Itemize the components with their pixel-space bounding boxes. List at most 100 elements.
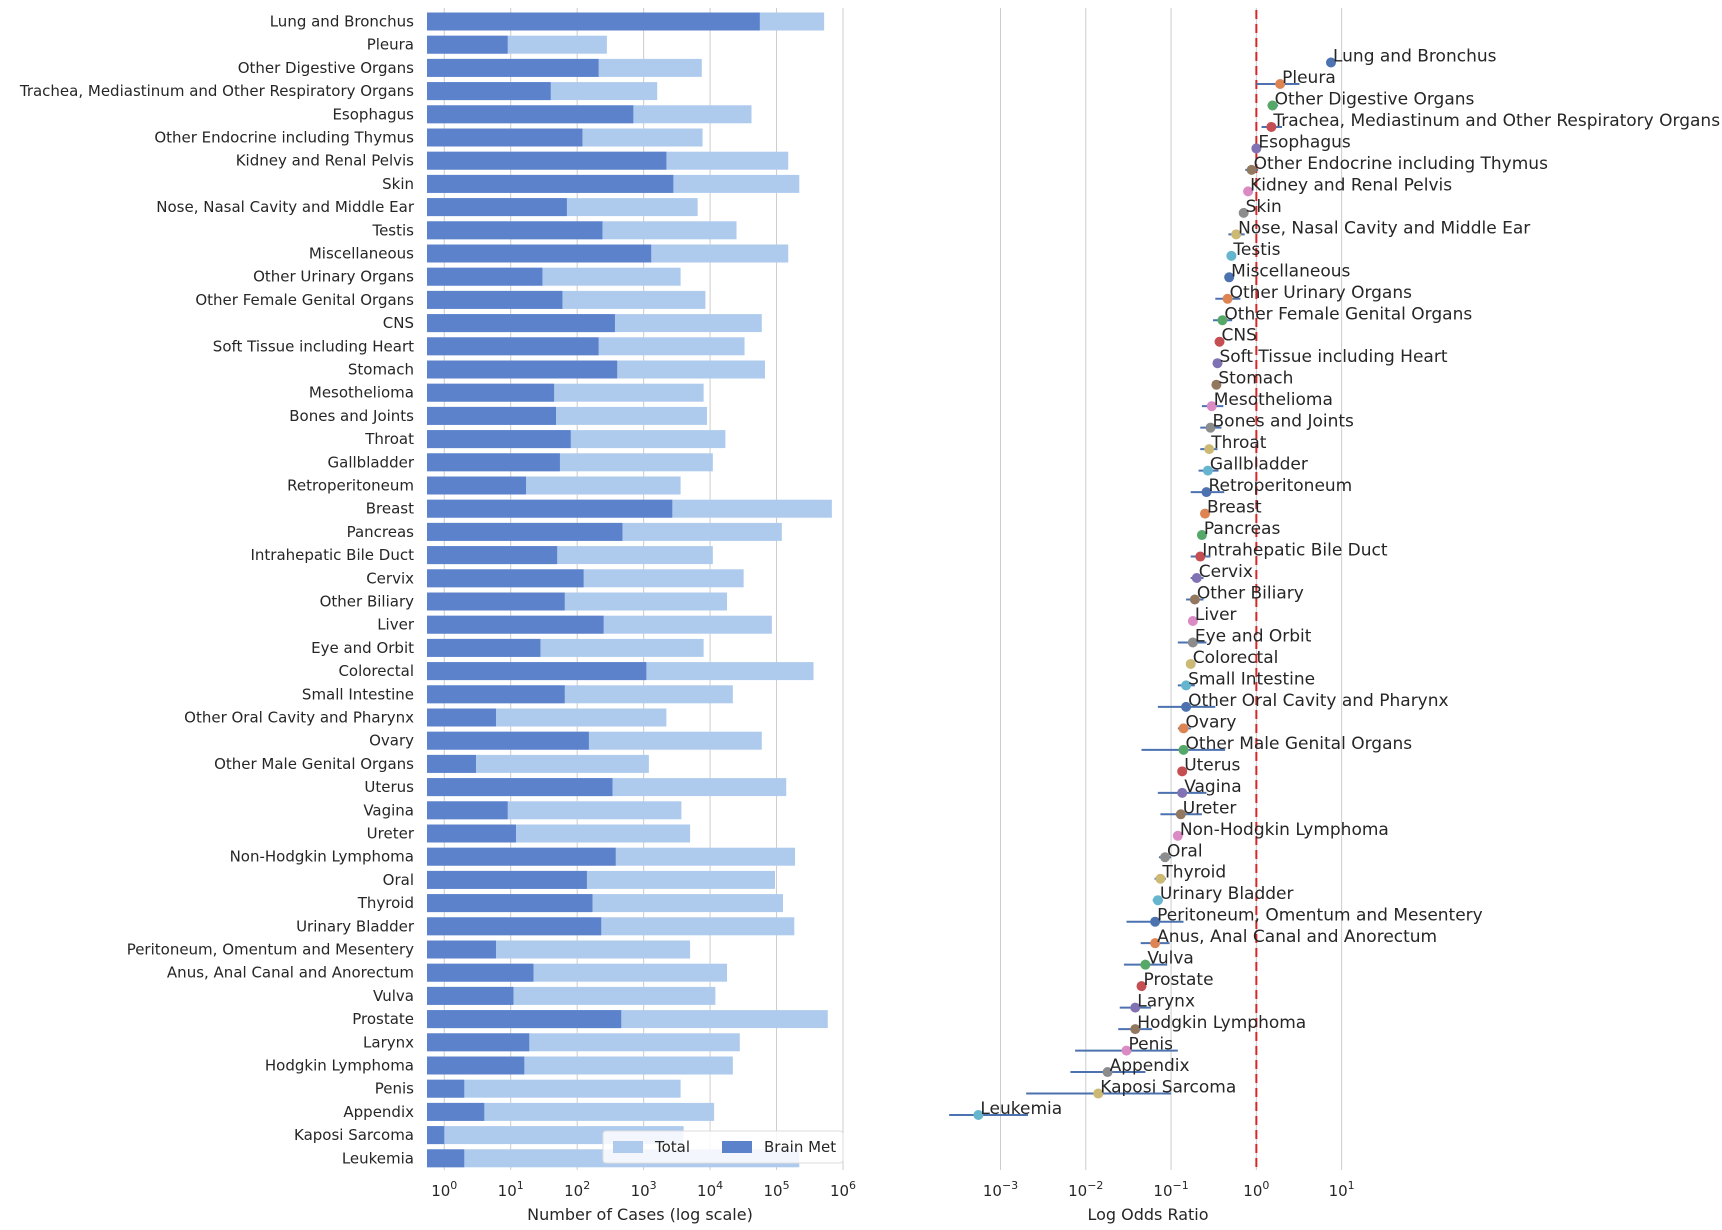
point-throat	[1204, 444, 1215, 455]
point-other-endocrine-including-thymus	[1246, 164, 1257, 175]
category-label-vagina: Vagina	[363, 801, 414, 819]
left-x-tick-label: 105	[763, 1179, 789, 1200]
annotation-vagina: Vagina	[1184, 777, 1241, 797]
bar-brain-met-non-hodgkin-lymphoma	[427, 847, 616, 866]
bar-brain-met-pleura	[427, 35, 508, 54]
bar-brain-met-oral	[427, 870, 587, 889]
point-eye-and-orbit	[1187, 637, 1198, 648]
category-label-anus-anal-canal-and-anorectum: Anus, Anal Canal and Anorectum	[167, 964, 414, 982]
odds-ratio-points	[973, 57, 1336, 1121]
point-appendix	[1102, 1067, 1113, 1078]
point-ovary	[1178, 723, 1189, 734]
left-bars	[427, 12, 832, 1168]
bar-brain-met-urinary-bladder	[427, 917, 602, 936]
bar-brain-met-other-male-genital-organs	[427, 754, 476, 773]
category-label-stomach: Stomach	[348, 361, 414, 379]
right-x-tick-label: 10−3	[983, 1179, 1018, 1200]
point-vulva	[1140, 959, 1151, 970]
point-non-hodgkin-lymphoma	[1172, 830, 1183, 841]
bar-brain-met-lung-and-bronchus	[427, 12, 760, 31]
bar-brain-met-vagina	[427, 801, 508, 820]
category-label-other-oral-cavity-and-pharynx: Other Oral Cavity and Pharynx	[184, 709, 414, 727]
bar-brain-met-peritoneum-omentum-and-mesentery	[427, 940, 496, 959]
legend-label-total: Total	[654, 1138, 690, 1156]
category-label-vulva: Vulva	[373, 987, 414, 1005]
bar-brain-met-breast	[427, 499, 673, 518]
point-other-female-genital-organs	[1217, 315, 1228, 326]
category-label-penis: Penis	[375, 1080, 414, 1098]
annotation-colorectal: Colorectal	[1193, 648, 1279, 668]
category-label-appendix: Appendix	[343, 1103, 414, 1121]
point-bones-and-joints	[1205, 422, 1216, 433]
point-colorectal	[1185, 658, 1196, 669]
point-cns	[1214, 336, 1225, 347]
bar-total-penis	[427, 1079, 681, 1098]
bar-brain-met-mesothelioma	[427, 383, 555, 402]
category-label-nose-nasal-cavity-and-middle-ear: Nose, Nasal Cavity and Middle Ear	[156, 198, 415, 216]
category-label-intrahepatic-bile-duct: Intrahepatic Bile Duct	[251, 546, 415, 564]
bar-brain-met-throat	[427, 430, 571, 449]
category-label-leukemia: Leukemia	[342, 1149, 414, 1167]
category-label-bones-and-joints: Bones and Joints	[289, 407, 414, 425]
bar-brain-met-miscellaneous	[427, 244, 652, 263]
category-label-thyroid: Thyroid	[357, 894, 414, 912]
bar-brain-met-prostate	[427, 1010, 622, 1029]
bar-total-other-male-genital-organs	[427, 754, 649, 773]
category-label-skin: Skin	[382, 175, 414, 193]
category-label-urinary-bladder: Urinary Bladder	[296, 917, 415, 935]
point-urinary-bladder	[1152, 895, 1163, 906]
annotation-ovary: Ovary	[1186, 712, 1237, 732]
bar-brain-met-kidney-and-renal-pelvis	[427, 151, 667, 170]
annotation-other-oral-cavity-and-pharynx: Other Oral Cavity and Pharynx	[1188, 691, 1449, 711]
annotation-intrahepatic-bile-duct: Intrahepatic Bile Duct	[1202, 541, 1388, 561]
bar-brain-met-hodgkin-lymphoma	[427, 1056, 525, 1075]
annotation-cervix: Cervix	[1199, 562, 1253, 582]
point-nose-nasal-cavity-and-middle-ear	[1231, 229, 1242, 240]
category-label-testis: Testis	[371, 221, 414, 239]
point-uterus	[1177, 766, 1188, 777]
bar-brain-met-ureter	[427, 824, 516, 843]
bar-brain-met-cns	[427, 314, 615, 333]
bar-brain-met-other-endocrine-including-thymus	[427, 128, 583, 147]
point-esophagus	[1251, 143, 1262, 154]
bar-brain-met-stomach	[427, 360, 618, 379]
annotation-gallbladder: Gallbladder	[1210, 455, 1308, 475]
point-larynx	[1130, 1002, 1141, 1013]
bar-brain-met-pancreas	[427, 522, 623, 541]
annotation-mesothelioma: Mesothelioma	[1214, 390, 1333, 410]
right-x-tick-label: 10−1	[1153, 1179, 1188, 1200]
annotation-skin: Skin	[1246, 197, 1282, 217]
bar-brain-met-thyroid	[427, 894, 593, 913]
category-label-soft-tissue-including-heart: Soft Tissue including Heart	[213, 337, 414, 355]
category-label-lung-and-bronchus: Lung and Bronchus	[270, 13, 414, 31]
point-anus-anal-canal-and-anorectum	[1150, 938, 1161, 949]
point-kaposi-sarcoma	[1093, 1088, 1104, 1099]
category-label-mesothelioma: Mesothelioma	[309, 384, 414, 402]
annotation-ureter: Ureter	[1183, 798, 1237, 818]
category-label-trachea-mediastinum-and-other-respiratory-organs: Trachea, Mediastinum and Other Respirato…	[19, 82, 414, 100]
legend-swatch-total	[613, 1141, 643, 1153]
category-label-larynx: Larynx	[363, 1033, 414, 1051]
point-liver	[1187, 615, 1198, 626]
bar-brain-met-cervix	[427, 569, 584, 588]
bar-brain-met-vulva	[427, 986, 514, 1005]
category-label-pancreas: Pancreas	[347, 523, 415, 541]
point-lung-and-bronchus	[1325, 57, 1336, 68]
right-x-tick-label: 10−2	[1068, 1179, 1103, 1200]
annotation-other-urinary-organs: Other Urinary Organs	[1230, 283, 1413, 303]
category-label-colorectal: Colorectal	[338, 662, 414, 680]
category-label-uterus: Uterus	[364, 778, 414, 796]
point-other-biliary	[1189, 594, 1200, 605]
annotation-prostate: Prostate	[1144, 970, 1214, 990]
point-cervix	[1191, 573, 1202, 584]
category-label-ovary: Ovary	[369, 732, 414, 750]
bar-brain-met-appendix	[427, 1102, 485, 1121]
point-ureter	[1175, 809, 1186, 820]
annotation-other-endocrine-including-thymus: Other Endocrine including Thymus	[1254, 154, 1548, 174]
bar-brain-met-other-oral-cavity-and-pharynx	[427, 708, 496, 727]
annotation-stomach: Stomach	[1218, 369, 1293, 389]
annotation-hodgkin-lymphoma: Hodgkin Lymphoma	[1137, 1013, 1306, 1033]
annotation-larynx: Larynx	[1137, 992, 1195, 1012]
bar-brain-met-other-urinary-organs	[427, 267, 543, 286]
